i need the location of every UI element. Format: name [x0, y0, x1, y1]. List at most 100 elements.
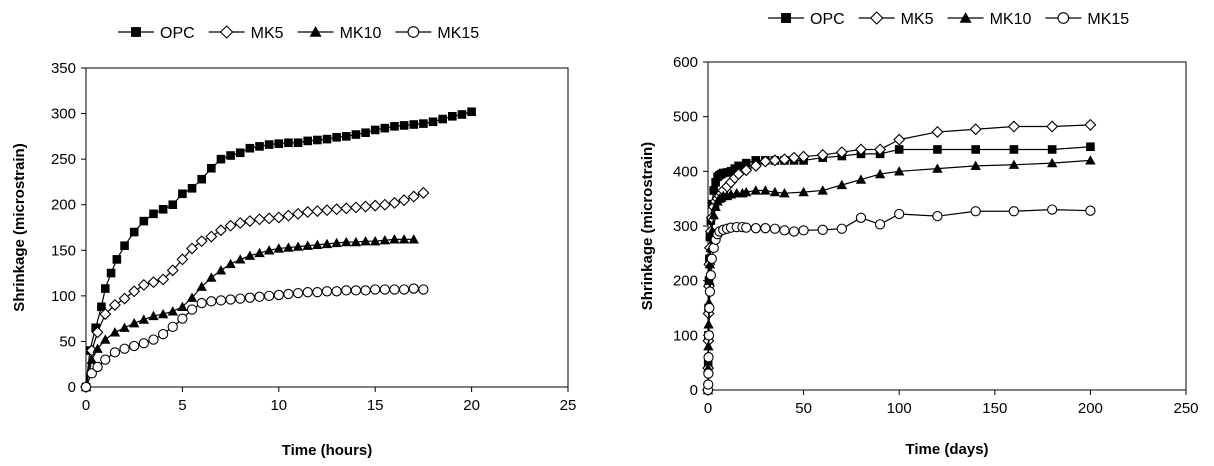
data-point [321, 286, 333, 297]
y-tick-label: 300 [673, 218, 698, 235]
data-point [379, 235, 391, 245]
data-point [970, 206, 981, 217]
data-point [302, 287, 313, 298]
data-point [119, 343, 130, 354]
data-point [969, 123, 982, 136]
data-point [186, 242, 199, 255]
data-point [292, 241, 304, 251]
legend-marker [781, 13, 791, 23]
data-point [322, 134, 332, 144]
data-point [148, 310, 159, 321]
data-point [734, 161, 743, 171]
data-point [312, 239, 323, 249]
data-point [226, 151, 235, 160]
data-point [92, 343, 103, 353]
legend-marker [131, 27, 141, 37]
data-point [894, 208, 905, 220]
data-point [398, 234, 410, 244]
data-point [331, 286, 342, 297]
legend-item-opc: OPC [768, 11, 845, 28]
data-point [215, 295, 227, 306]
data-point [740, 164, 753, 177]
data-point [129, 340, 140, 352]
data-point [1046, 120, 1059, 133]
data-point [704, 302, 715, 314]
y-tick-label: 350 [51, 60, 76, 77]
data-point [80, 381, 92, 393]
data-point [99, 308, 112, 321]
data-point [1085, 155, 1096, 165]
legend-item-mk15: MK15 [1045, 11, 1129, 28]
data-point [741, 222, 752, 233]
y-tick-label: 600 [673, 54, 698, 71]
x-tick-label: 150 [982, 400, 1007, 417]
data-point [749, 159, 762, 172]
data-point [855, 212, 867, 223]
series-line [85, 287, 424, 388]
data-point [769, 186, 781, 197]
data-point [351, 130, 361, 139]
series-mk15 [80, 283, 429, 393]
data-point [128, 285, 141, 298]
data-point [769, 223, 781, 234]
legend-label: MK10 [990, 11, 1032, 28]
data-point [129, 318, 140, 328]
data-point [187, 184, 197, 193]
data-point [235, 148, 245, 158]
data-point [874, 143, 887, 156]
data-point [97, 302, 106, 312]
legend-item-mk10: MK10 [947, 11, 1032, 28]
data-point [303, 136, 313, 146]
data-point [417, 186, 430, 199]
data-point [932, 163, 943, 173]
data-point [390, 122, 399, 131]
series-mk5 [80, 186, 430, 393]
data-point [178, 189, 187, 199]
data-point [225, 294, 236, 305]
data-point [797, 150, 810, 163]
data-point [100, 354, 111, 365]
data-point [224, 219, 237, 232]
series-line [707, 159, 1091, 391]
data-point [245, 143, 255, 153]
data-point [243, 215, 256, 228]
data-point [244, 250, 256, 260]
data-point [292, 207, 305, 220]
data-point [244, 292, 256, 303]
data-point [1009, 145, 1019, 154]
data-point [855, 174, 867, 184]
data-point [836, 179, 848, 190]
data-point [235, 293, 246, 304]
data-point [788, 151, 801, 164]
data-point [206, 272, 217, 282]
data-point [176, 253, 189, 266]
data-point [1047, 145, 1057, 154]
x-tick-label: 0 [704, 400, 712, 417]
y-tick-label: 200 [673, 273, 698, 290]
data-point [894, 166, 905, 176]
data-point [301, 206, 314, 218]
series-line [707, 208, 1091, 391]
data-point [177, 301, 188, 311]
y-tick-label: 0 [68, 379, 76, 396]
data-point [768, 154, 781, 167]
data-point [779, 188, 790, 198]
data-point [705, 232, 715, 242]
data-point [234, 216, 247, 229]
data-point [196, 281, 207, 291]
data-point [293, 138, 303, 148]
x-tick-label: 10 [270, 397, 287, 414]
data-point [398, 194, 411, 207]
y-tick-label: 250 [51, 151, 76, 168]
y-tick-label: 300 [51, 106, 76, 123]
data-point [302, 240, 313, 250]
legend-marker [1057, 12, 1070, 24]
data-point [109, 347, 121, 358]
y-axis-title: Shrinkage (microstrain) [11, 143, 28, 311]
data-point [798, 186, 809, 197]
data-point [704, 259, 716, 269]
data-point [438, 114, 447, 124]
data-point [750, 185, 761, 195]
data-point [195, 235, 208, 248]
data-point [750, 223, 761, 234]
